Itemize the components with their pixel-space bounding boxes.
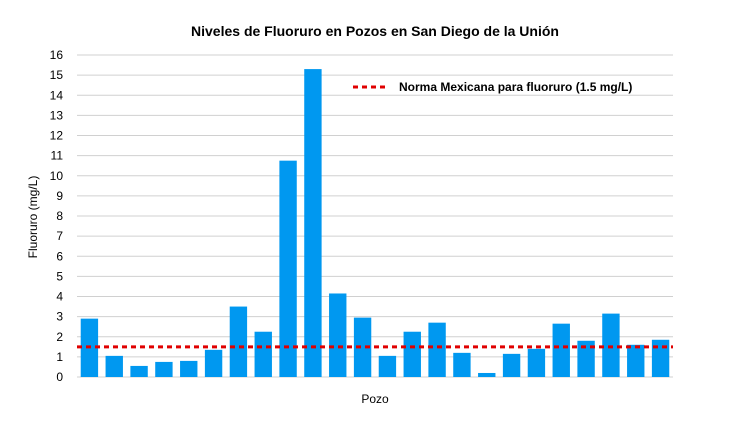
bar — [279, 160, 297, 377]
bar — [204, 349, 223, 377]
y-tick-label: 9 — [56, 189, 63, 203]
bar — [403, 331, 421, 377]
bar — [527, 348, 546, 377]
legend: Norma Mexicana para fluoruro (1.5 mg/L) — [353, 80, 632, 94]
y-tick-label: 14 — [50, 88, 64, 102]
bar — [329, 293, 347, 377]
grid-lines — [77, 54, 673, 378]
bar — [378, 355, 397, 377]
bar — [552, 323, 570, 377]
x-axis-label: Pozo — [361, 392, 389, 406]
bar — [105, 355, 123, 377]
legend-label: Norma Mexicana para fluoruro (1.5 mg/L) — [399, 80, 632, 94]
y-tick-label: 1 — [56, 350, 63, 364]
bars — [80, 69, 670, 377]
y-tick-label: 15 — [50, 68, 64, 82]
y-axis-label: Fluoruro (mg/L) — [26, 176, 40, 259]
y-tick-label: 4 — [56, 290, 63, 304]
y-tick-label: 10 — [50, 169, 64, 183]
y-tick-label: 13 — [50, 108, 64, 122]
y-tick-label: 2 — [56, 330, 63, 344]
bar — [254, 331, 272, 377]
bar — [478, 372, 496, 377]
chart-title: Niveles de Fluoruro en Pozos en San Dieg… — [191, 23, 559, 39]
y-tick-label: 11 — [51, 149, 64, 163]
bar — [304, 69, 322, 377]
bar — [155, 361, 173, 377]
bar — [453, 352, 471, 377]
bar — [229, 306, 248, 377]
bar — [577, 340, 595, 377]
bar — [353, 317, 372, 377]
y-tick-label: 5 — [56, 269, 63, 283]
bar — [651, 339, 670, 377]
bar — [130, 365, 148, 377]
bar — [602, 313, 620, 377]
y-tick-label: 6 — [56, 249, 63, 263]
y-tick-label: 0 — [56, 370, 63, 384]
bar — [180, 360, 198, 377]
y-tick-label: 16 — [50, 48, 64, 62]
y-tick-label: 3 — [56, 310, 63, 324]
y-tick-label: 7 — [56, 229, 63, 243]
bar — [428, 322, 446, 377]
bar — [502, 353, 521, 377]
y-tick-label: 8 — [56, 209, 63, 223]
y-tick-label: 12 — [50, 129, 64, 143]
bar — [627, 344, 645, 377]
